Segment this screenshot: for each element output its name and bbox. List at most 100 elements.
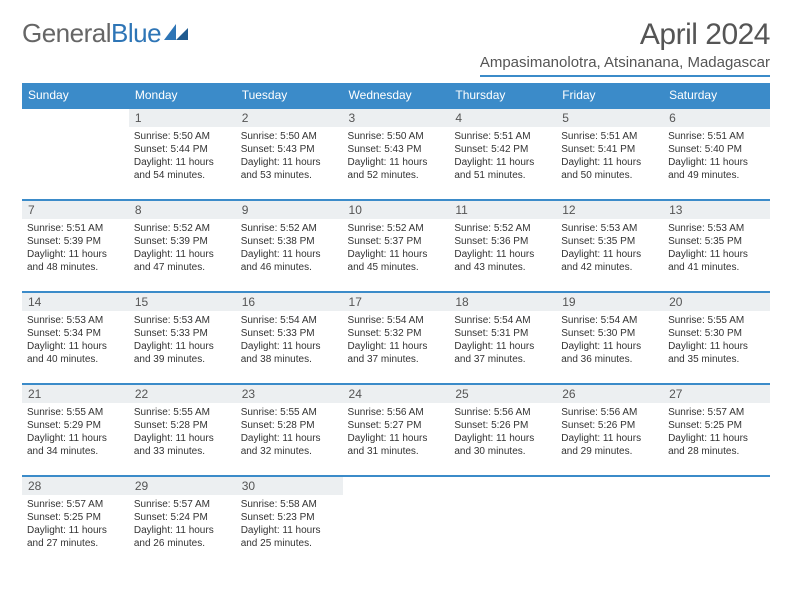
detail-line: Daylight: 11 hours	[668, 248, 765, 261]
detail-line: and 36 minutes.	[561, 353, 658, 366]
calendar-cell: 18Sunrise: 5:54 AMSunset: 5:31 PMDayligh…	[449, 292, 556, 384]
day-number: 2	[236, 109, 343, 127]
weekday-header: Friday	[556, 83, 663, 108]
detail-line: Sunset: 5:28 PM	[241, 419, 338, 432]
detail-line: Daylight: 11 hours	[668, 156, 765, 169]
day-details: Sunrise: 5:50 AMSunset: 5:43 PMDaylight:…	[236, 127, 343, 185]
detail-line: Sunrise: 5:53 AM	[134, 314, 231, 327]
detail-line: Sunset: 5:33 PM	[241, 327, 338, 340]
title-block: April 2024 Ampasimanolotra, Atsinanana, …	[480, 18, 770, 77]
weekday-header: Saturday	[663, 83, 770, 108]
day-number: 12	[556, 201, 663, 219]
detail-line: Sunset: 5:26 PM	[454, 419, 551, 432]
detail-line: and 48 minutes.	[27, 261, 124, 274]
detail-line: Sunset: 5:23 PM	[241, 511, 338, 524]
detail-line: and 54 minutes.	[134, 169, 231, 182]
day-details: Sunrise: 5:52 AMSunset: 5:37 PMDaylight:…	[343, 219, 450, 277]
calendar-cell: 21Sunrise: 5:55 AMSunset: 5:29 PMDayligh…	[22, 384, 129, 476]
logo-text-general: General	[22, 18, 111, 49]
day-number: 24	[343, 385, 450, 403]
detail-line: Sunrise: 5:52 AM	[348, 222, 445, 235]
calendar-cell	[343, 476, 450, 568]
detail-line: Sunset: 5:25 PM	[668, 419, 765, 432]
calendar-cell: 9 Sunrise: 5:52 AMSunset: 5:38 PMDaylight…	[236, 200, 343, 292]
day-number: 11	[449, 201, 556, 219]
calendar-cell: 7Sunrise: 5:51 AMSunset: 5:39 PMDaylight…	[22, 200, 129, 292]
day-number: 10	[343, 201, 450, 219]
detail-line: Daylight: 11 hours	[134, 248, 231, 261]
detail-line: Daylight: 11 hours	[27, 340, 124, 353]
detail-line: and 40 minutes.	[27, 353, 124, 366]
detail-line: Sunset: 5:38 PM	[241, 235, 338, 248]
detail-line: Sunrise: 5:52 AM	[134, 222, 231, 235]
day-details: Sunrise: 5:55 AMSunset: 5:28 PMDaylight:…	[236, 403, 343, 461]
day-number: 6	[663, 109, 770, 127]
detail-line: Sunset: 5:30 PM	[561, 327, 658, 340]
calendar-cell: 16Sunrise: 5:54 AMSunset: 5:33 PMDayligh…	[236, 292, 343, 384]
detail-line: Sunrise: 5:53 AM	[668, 222, 765, 235]
detail-line: Sunset: 5:42 PM	[454, 143, 551, 156]
detail-line: Daylight: 11 hours	[27, 432, 124, 445]
calendar-row: 28Sunrise: 5:57 AMSunset: 5:25 PMDayligh…	[22, 476, 770, 568]
calendar-cell: 25Sunrise: 5:56 AMSunset: 5:26 PMDayligh…	[449, 384, 556, 476]
day-number: 9	[236, 201, 343, 219]
calendar-cell: 12Sunrise: 5:53 AMSunset: 5:35 PMDayligh…	[556, 200, 663, 292]
logo: GeneralBlue	[22, 18, 189, 49]
detail-line: Daylight: 11 hours	[348, 248, 445, 261]
calendar-cell: 11Sunrise: 5:52 AMSunset: 5:36 PMDayligh…	[449, 200, 556, 292]
detail-line: and 28 minutes.	[668, 445, 765, 458]
day-details: Sunrise: 5:54 AMSunset: 5:30 PMDaylight:…	[556, 311, 663, 369]
detail-line: Sunset: 5:25 PM	[27, 511, 124, 524]
detail-line: Daylight: 11 hours	[241, 432, 338, 445]
calendar-cell: 5Sunrise: 5:51 AMSunset: 5:41 PMDaylight…	[556, 108, 663, 200]
detail-line: Daylight: 11 hours	[241, 248, 338, 261]
calendar-cell: 29Sunrise: 5:57 AMSunset: 5:24 PMDayligh…	[129, 476, 236, 568]
detail-line: Daylight: 11 hours	[561, 248, 658, 261]
calendar-cell: 17Sunrise: 5:54 AMSunset: 5:32 PMDayligh…	[343, 292, 450, 384]
detail-line: Sunrise: 5:57 AM	[27, 498, 124, 511]
detail-line: Sunrise: 5:53 AM	[561, 222, 658, 235]
detail-line: and 25 minutes.	[241, 537, 338, 550]
day-details: Sunrise: 5:56 AMSunset: 5:26 PMDaylight:…	[556, 403, 663, 461]
day-details: Sunrise: 5:51 AMSunset: 5:41 PMDaylight:…	[556, 127, 663, 185]
detail-line: and 41 minutes.	[668, 261, 765, 274]
detail-line: Sunset: 5:27 PM	[348, 419, 445, 432]
day-number: 23	[236, 385, 343, 403]
detail-line: Daylight: 11 hours	[241, 340, 338, 353]
day-details: Sunrise: 5:52 AMSunset: 5:36 PMDaylight:…	[449, 219, 556, 277]
location-text: Ampasimanolotra, Atsinanana, Madagascar	[480, 54, 770, 77]
page-header: GeneralBlue April 2024 Ampasimanolotra, …	[22, 18, 770, 77]
detail-line: Daylight: 11 hours	[454, 340, 551, 353]
detail-line: Sunrise: 5:51 AM	[668, 130, 765, 143]
day-details: Sunrise: 5:50 AMSunset: 5:44 PMDaylight:…	[129, 127, 236, 185]
detail-line: Sunset: 5:44 PM	[134, 143, 231, 156]
detail-line: and 37 minutes.	[348, 353, 445, 366]
calendar-row: 21Sunrise: 5:55 AMSunset: 5:29 PMDayligh…	[22, 384, 770, 476]
calendar-cell: 22Sunrise: 5:55 AMSunset: 5:28 PMDayligh…	[129, 384, 236, 476]
detail-line: and 30 minutes.	[454, 445, 551, 458]
calendar-cell	[663, 476, 770, 568]
detail-line: Sunrise: 5:57 AM	[668, 406, 765, 419]
calendar-cell: 19Sunrise: 5:54 AMSunset: 5:30 PMDayligh…	[556, 292, 663, 384]
calendar-body: 1Sunrise: 5:50 AMSunset: 5:44 PMDaylight…	[22, 108, 770, 568]
day-number: 14	[22, 293, 129, 311]
detail-line: Sunrise: 5:54 AM	[454, 314, 551, 327]
calendar-cell: 3Sunrise: 5:50 AMSunset: 5:43 PMDaylight…	[343, 108, 450, 200]
calendar-cell: 26Sunrise: 5:56 AMSunset: 5:26 PMDayligh…	[556, 384, 663, 476]
detail-line: Sunrise: 5:58 AM	[241, 498, 338, 511]
detail-line: and 45 minutes.	[348, 261, 445, 274]
day-details: Sunrise: 5:57 AMSunset: 5:24 PMDaylight:…	[129, 495, 236, 553]
day-number: 1	[129, 109, 236, 127]
calendar-cell: 24Sunrise: 5:56 AMSunset: 5:27 PMDayligh…	[343, 384, 450, 476]
day-details: Sunrise: 5:55 AMSunset: 5:29 PMDaylight:…	[22, 403, 129, 461]
calendar-cell: 20Sunrise: 5:55 AMSunset: 5:30 PMDayligh…	[663, 292, 770, 384]
weekday-header: Thursday	[449, 83, 556, 108]
calendar-cell: 15Sunrise: 5:53 AMSunset: 5:33 PMDayligh…	[129, 292, 236, 384]
detail-line: Daylight: 11 hours	[241, 524, 338, 537]
detail-line: Daylight: 11 hours	[134, 432, 231, 445]
detail-line: Sunrise: 5:52 AM	[454, 222, 551, 235]
detail-line: Sunset: 5:43 PM	[348, 143, 445, 156]
detail-line: Sunrise: 5:50 AM	[134, 130, 231, 143]
calendar-head: SundayMondayTuesdayWednesdayThursdayFrid…	[22, 83, 770, 108]
detail-line: Sunrise: 5:52 AM	[241, 222, 338, 235]
